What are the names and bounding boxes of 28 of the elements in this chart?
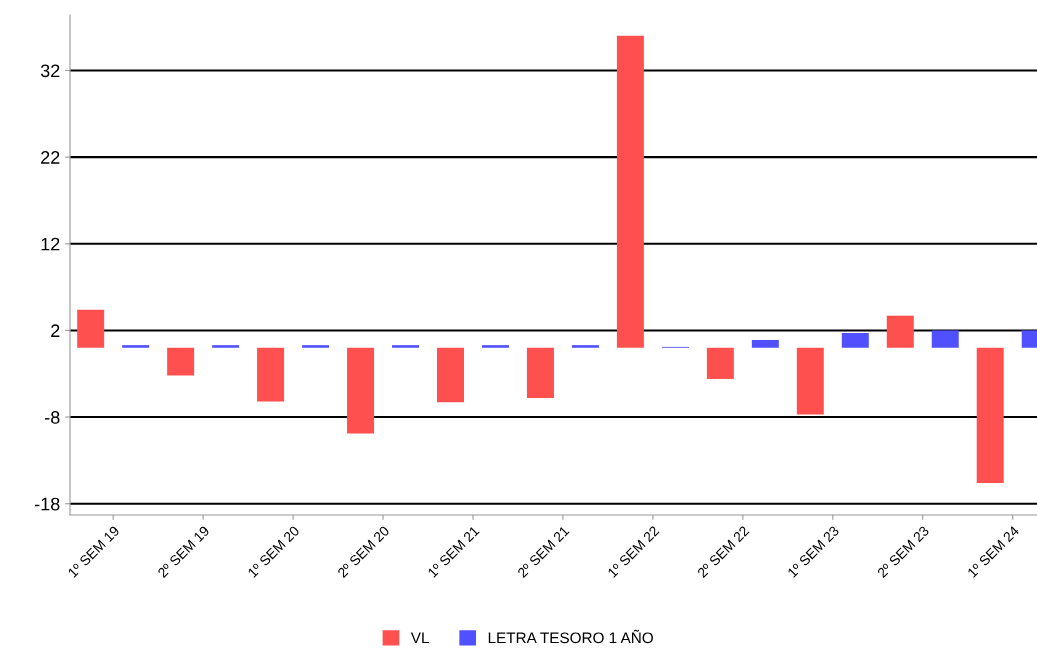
- legend-label: LETRA TESORO 1 AÑO: [488, 629, 653, 644]
- bar: [302, 345, 330, 348]
- legend-label: VL: [410, 632, 429, 644]
- bar: [212, 345, 240, 348]
- bar: [257, 347, 285, 402]
- bar: [167, 347, 195, 376]
- bar: [796, 347, 824, 415]
- y-tick-label: 32: [40, 64, 60, 78]
- bar: [571, 345, 599, 348]
- bar: [77, 309, 105, 348]
- y-tick-label: 22: [41, 151, 60, 164]
- y-tick-label: -8: [45, 411, 60, 424]
- bar: [122, 345, 150, 348]
- bar: [481, 345, 509, 348]
- bar: [347, 347, 375, 434]
- bar: [931, 330, 959, 348]
- bar: [706, 347, 734, 379]
- bar: [751, 339, 779, 348]
- y-tick-label: 2: [51, 324, 60, 337]
- bar: [976, 347, 1004, 483]
- bar: [886, 315, 914, 348]
- bar: [392, 345, 420, 348]
- bar: [616, 35, 644, 348]
- bar: [841, 333, 869, 348]
- y-tick-label: 12: [41, 237, 60, 251]
- bar: [437, 347, 464, 403]
- y-tick-label: -18: [34, 497, 60, 511]
- bar: [526, 347, 554, 399]
